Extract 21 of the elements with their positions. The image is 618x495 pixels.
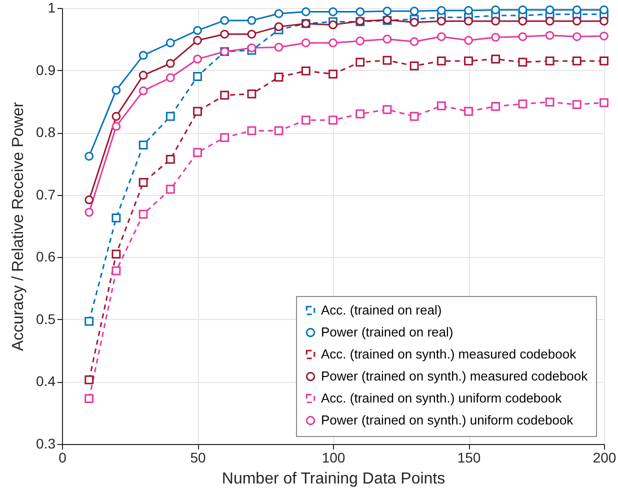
- y-tick-label: 0.9: [36, 62, 56, 78]
- y-tick-label: 0.6: [36, 248, 56, 265]
- legend-label: Acc. (trained on synth.) uniform codebook: [321, 390, 562, 406]
- legend-label: Acc. (trained on real): [321, 302, 442, 318]
- x-tick-label: 50: [190, 450, 206, 466]
- x-tick-label: 150: [457, 450, 481, 466]
- x-tick-label: 0: [58, 450, 67, 466]
- y-tick-label: 0.5: [36, 310, 56, 327]
- y-tick-label: 1: [48, 0, 56, 16]
- legend-label: Power (trained on synth.) measured codebook: [321, 368, 588, 384]
- x-tick-label: 200: [592, 450, 616, 466]
- y-tick-label: 0.8: [36, 124, 56, 140]
- y-tick-label: 0.4: [36, 373, 56, 390]
- legend-label: Power (trained on synth.) uniform codebook: [321, 412, 574, 428]
- y-axis-title: Accuracy / Relative Receive Power: [10, 101, 28, 351]
- x-axis-title: Number of Training Data Points: [222, 470, 446, 488]
- x-tick-label: 100: [322, 450, 346, 466]
- y-tick-label: 0.3: [36, 436, 56, 452]
- legend-label: Power (trained on real): [321, 324, 454, 340]
- legend-label: Acc. (trained on synth.) measured codebook: [321, 346, 577, 362]
- y-tick-label: 0.7: [36, 186, 56, 202]
